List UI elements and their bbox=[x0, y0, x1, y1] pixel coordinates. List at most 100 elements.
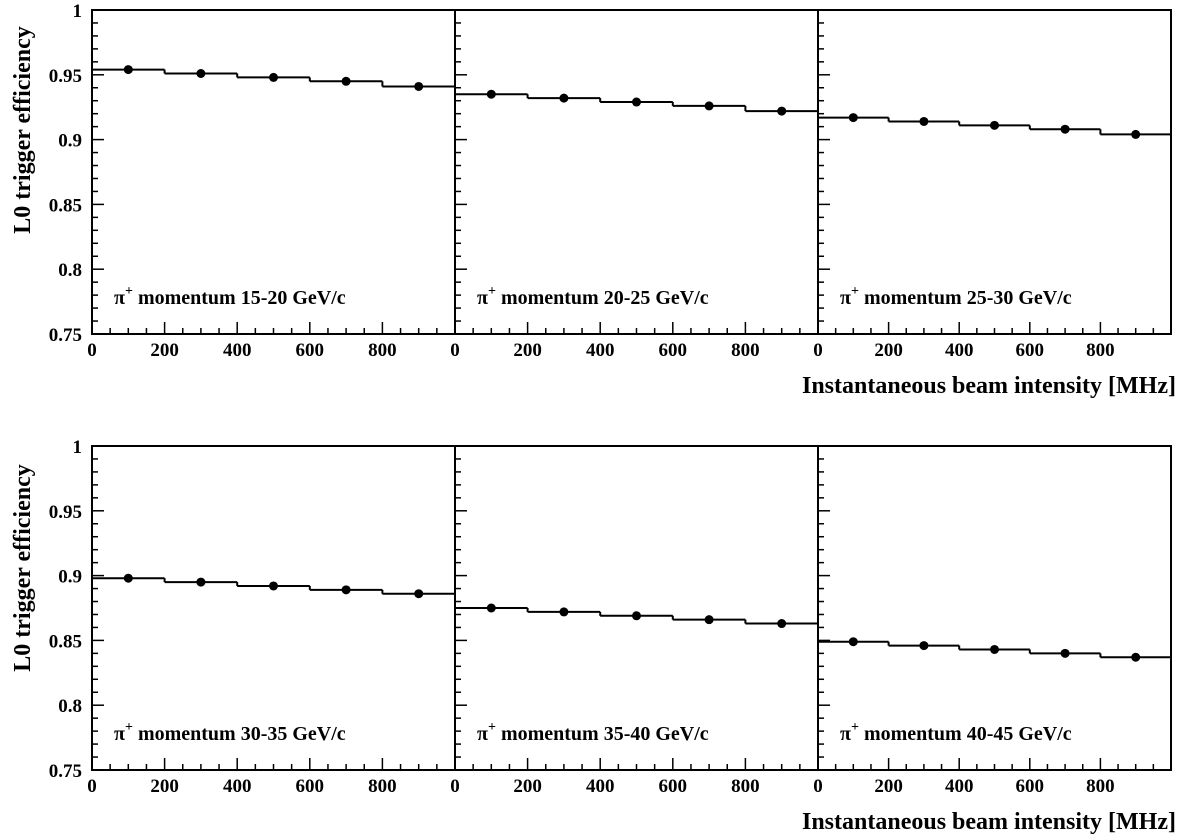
data-point bbox=[196, 69, 206, 79]
particle-charge: + bbox=[125, 720, 133, 735]
particle-symbol: π bbox=[840, 723, 851, 745]
y-tick-label: 0.75 bbox=[49, 761, 82, 782]
panel-frame bbox=[817, 9, 1172, 335]
panel-annotation: π+ momentum 35-40 GeV/c bbox=[477, 720, 709, 745]
panel-frame bbox=[454, 9, 819, 335]
data-point bbox=[269, 72, 278, 82]
data-point bbox=[632, 97, 641, 107]
x-tick-label: 800 bbox=[1086, 340, 1115, 361]
x-tick-label: 0 bbox=[450, 776, 460, 797]
data-point bbox=[1060, 648, 1070, 658]
x-tick-label: 600 bbox=[1016, 776, 1045, 797]
data-point bbox=[559, 93, 569, 103]
panel-5: 0 200 400 600 800 π+ momentum 35-40 GeV/c bbox=[450, 445, 819, 797]
data-point bbox=[632, 611, 641, 621]
particle-symbol: π bbox=[114, 723, 125, 745]
panel-annotation: π+ momentum 15-20 GeV/c bbox=[114, 284, 346, 309]
data-point bbox=[990, 644, 999, 654]
data-point bbox=[704, 101, 714, 111]
x-axis-title-top: Instantaneous beam intensity [MHz] bbox=[802, 373, 1176, 399]
panel-frame bbox=[91, 445, 456, 771]
data-point bbox=[196, 577, 206, 587]
annotation-text: momentum 35-40 GeV/c bbox=[496, 723, 709, 745]
x-tick-label: 200 bbox=[150, 776, 179, 797]
data-point bbox=[777, 619, 787, 629]
x-tick-label: 800 bbox=[1086, 776, 1115, 797]
x-tick-label: 0 bbox=[450, 340, 460, 361]
y-axis-title-top: L0 trigger efficiency bbox=[10, 26, 36, 233]
annotation-text: momentum 40-45 GeV/c bbox=[859, 723, 1072, 745]
particle-charge: + bbox=[125, 284, 133, 299]
x-tick-label: 400 bbox=[223, 340, 252, 361]
x-tick-label: 600 bbox=[659, 340, 688, 361]
data-point bbox=[848, 637, 858, 647]
data-point bbox=[704, 615, 714, 625]
particle-symbol: π bbox=[114, 287, 125, 309]
x-tick-label: 400 bbox=[223, 776, 252, 797]
y-tick-label: 0.9 bbox=[58, 567, 82, 588]
data-point bbox=[123, 573, 133, 583]
panel-6: 0 200 400 600 800 π+ momentum 40-45 GeV/c bbox=[813, 445, 1172, 797]
y-tick-label: 1 bbox=[73, 1, 83, 22]
x-tick-label: 800 bbox=[368, 776, 397, 797]
data-point bbox=[486, 89, 496, 99]
y-tick-label: 0.85 bbox=[49, 195, 82, 216]
panel-frame bbox=[91, 9, 456, 335]
data-point bbox=[848, 113, 858, 123]
y-tick-label: 0.9 bbox=[58, 131, 82, 152]
y-tick-label: 0.75 bbox=[49, 325, 82, 346]
data-point bbox=[486, 603, 496, 613]
annotation-text: momentum 15-20 GeV/c bbox=[133, 287, 346, 309]
x-tick-label: 800 bbox=[368, 340, 397, 361]
data-point bbox=[123, 65, 133, 75]
annotation-text: momentum 30-35 GeV/c bbox=[133, 723, 346, 745]
particle-symbol: π bbox=[477, 287, 488, 309]
x-tick-label: 200 bbox=[513, 776, 542, 797]
data-point bbox=[414, 81, 424, 91]
particle-charge: + bbox=[488, 720, 496, 735]
panel-1: 0 200 400 600 800 0.75 0.8 0.85 0.9 0.95 1 π+ momen… bbox=[49, 1, 456, 361]
panel-annotation: π+ momentum 30-35 GeV/c bbox=[114, 720, 346, 745]
y-tick-label: 0.85 bbox=[49, 631, 82, 652]
y-tick-label: 1 bbox=[73, 437, 83, 458]
annotation-text: momentum 25-30 GeV/c bbox=[859, 287, 1072, 309]
x-tick-label: 800 bbox=[731, 340, 760, 361]
y-tick-label: 0.8 bbox=[58, 260, 82, 281]
data-point bbox=[1131, 652, 1141, 662]
data-point bbox=[990, 120, 999, 130]
y-tick-label: 0.95 bbox=[49, 502, 82, 523]
x-tick-label: 200 bbox=[874, 340, 903, 361]
x-tick-label: 200 bbox=[150, 340, 179, 361]
x-tick-label: 400 bbox=[586, 776, 615, 797]
panel-4: 0 200 400 600 800 0.75 0.8 0.85 0.9 0.95 1 π+ momen… bbox=[49, 437, 456, 797]
x-axis-title-bottom: Instantaneous beam intensity [MHz] bbox=[802, 809, 1176, 835]
data-point bbox=[414, 589, 424, 599]
data-point bbox=[1060, 124, 1070, 134]
particle-charge: + bbox=[851, 720, 859, 735]
x-tick-label: 0 bbox=[813, 776, 823, 797]
data-point bbox=[269, 581, 278, 591]
x-tick-label: 0 bbox=[813, 340, 823, 361]
particle-charge: + bbox=[851, 284, 859, 299]
data-point bbox=[341, 585, 351, 595]
particle-symbol: π bbox=[477, 723, 488, 745]
x-tick-label: 600 bbox=[296, 340, 325, 361]
x-tick-label: 600 bbox=[659, 776, 688, 797]
panel-2: 0 200 400 600 800 π+ momentum 20-25 GeV/c bbox=[450, 9, 819, 361]
x-tick-label: 0 bbox=[87, 340, 97, 361]
panel-frame bbox=[817, 445, 1172, 771]
x-tick-label: 400 bbox=[586, 340, 615, 361]
data-point bbox=[919, 116, 929, 126]
panel-annotation: π+ momentum 40-45 GeV/c bbox=[840, 720, 1072, 745]
panel-annotation: π+ momentum 20-25 GeV/c bbox=[477, 284, 709, 309]
panel-annotation: π+ momentum 25-30 GeV/c bbox=[840, 284, 1072, 309]
data-point bbox=[1131, 129, 1141, 139]
data-point bbox=[777, 106, 787, 116]
x-tick-label: 0 bbox=[87, 776, 97, 797]
annotation-text: momentum 20-25 GeV/c bbox=[496, 287, 709, 309]
x-tick-label: 600 bbox=[1016, 340, 1045, 361]
y-tick-label: 0.8 bbox=[58, 696, 82, 717]
panel-3: 0 200 400 600 800 π+ momentum 25-30 GeV/c bbox=[813, 9, 1172, 361]
